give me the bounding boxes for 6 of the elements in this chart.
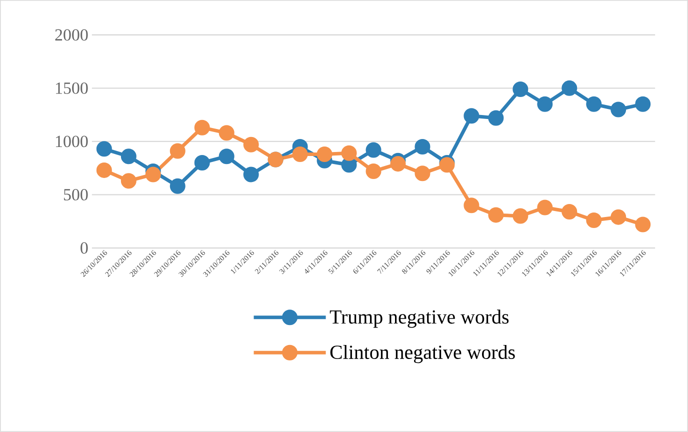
y-tick-label: 1500 (56, 82, 88, 94)
legend-label: Clinton negative words (330, 345, 515, 364)
y-tick-label: 1000 (56, 136, 88, 148)
legend-label: Trump negative words (330, 310, 509, 328)
y-tick-label: 2000 (55, 29, 88, 41)
y-tick-label: 500 (64, 189, 88, 200)
